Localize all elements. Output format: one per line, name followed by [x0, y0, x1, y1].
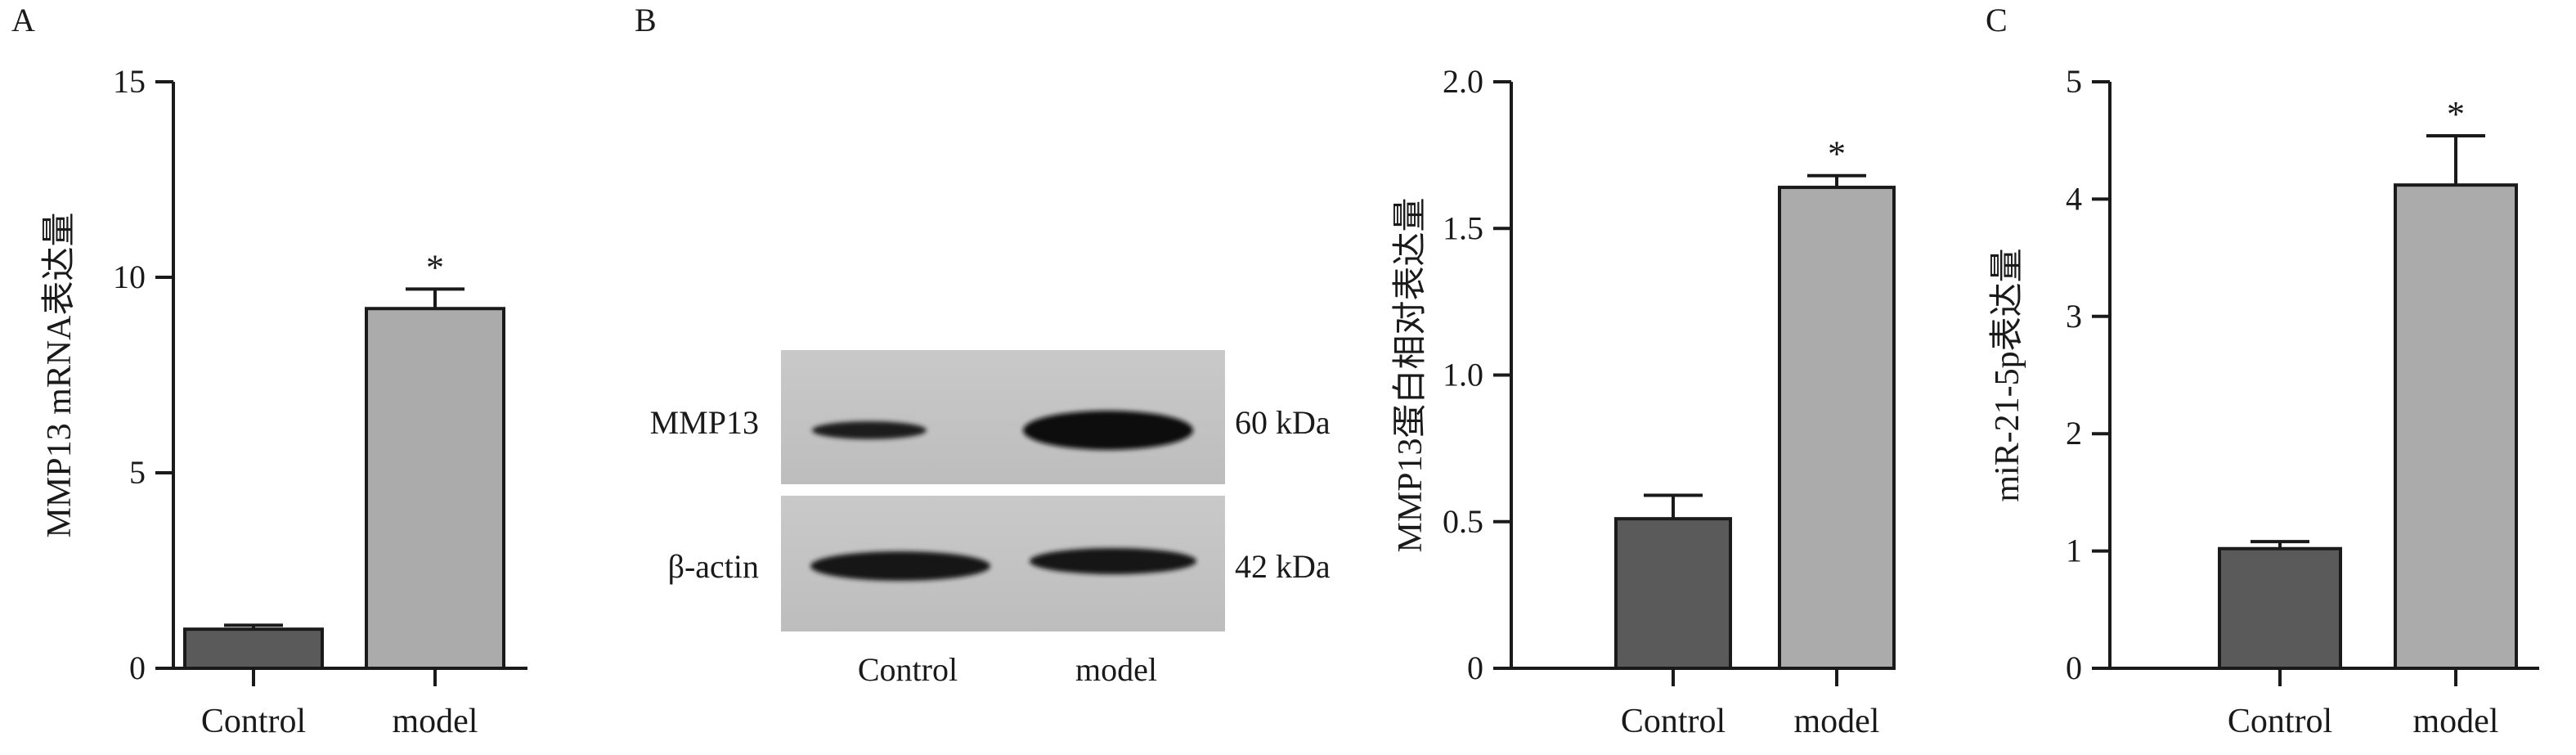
band-mmp13-model [1023, 411, 1193, 450]
bar-control [1614, 517, 1732, 670]
panel-letter-b: B [635, 2, 657, 38]
bar-model [2394, 183, 2518, 670]
y-tick-label: 2.0 [1443, 63, 1483, 100]
blot-row-label-actin: β-actin [668, 548, 759, 585]
y-axis-label: MMP13蛋白相对表达量 [1392, 197, 1429, 552]
y-tick-label: 0 [2066, 649, 2082, 686]
x-tick-label: Control [1621, 703, 1726, 740]
y-tick-label: 1 [2066, 533, 2082, 569]
significance-asterisk: * [2447, 94, 2465, 134]
x-tick-label: model [2413, 703, 2499, 740]
y-axis-label: miR-21-5p表达量 [1989, 248, 2026, 501]
y-tick-label: 1.0 [1443, 357, 1483, 393]
band-mmp13-control [812, 421, 927, 439]
y-tick-label: 4 [2066, 180, 2082, 217]
bar-control [2218, 546, 2342, 670]
significance-asterisk: * [1828, 134, 1846, 174]
y-tick-label: 3 [2066, 298, 2082, 335]
y-tick-label: 5 [2066, 63, 2082, 100]
y-tick-label: 10 [113, 258, 146, 295]
blot-lane-label-model: model [1075, 651, 1157, 688]
bar-model [1778, 186, 1896, 670]
chart-a-mmp13-mrna: 0 5 10 15 Control model * MMP13 mRNA表达量 [41, 63, 527, 740]
x-tick-label: model [1794, 703, 1880, 740]
x-tick-label: model [393, 703, 478, 740]
significance-asterisk: * [426, 247, 444, 287]
y-tick-label: 1.5 [1443, 209, 1483, 246]
y-tick-label: 5 [129, 454, 146, 491]
chart-c-mir21: 0 1 2 3 4 5 Control model * miR-21-5p表达量 [1989, 63, 2539, 740]
blot-size-actin: 42 kDa [1235, 548, 1331, 585]
y-tick-label: 0 [1467, 649, 1483, 686]
blot-lane-label-control: Control [858, 651, 958, 688]
chart-b-mmp13-protein: 0 0.5 1.0 1.5 2.0 Control model * MMP13蛋白相对表达量 [1392, 63, 1896, 740]
blot-row-label-mmp13: MMP13 [650, 404, 759, 441]
panel-letter-a: A [11, 2, 35, 38]
bar-control [183, 627, 324, 671]
y-tick-label: 0 [129, 649, 146, 686]
panel-letter-c: C [1986, 2, 2008, 38]
bar-model [365, 307, 505, 670]
y-tick-label: 15 [113, 63, 146, 100]
band-actin-control [810, 551, 990, 581]
x-tick-label: Control [201, 703, 306, 740]
x-tick-label: Control [2228, 703, 2332, 740]
y-tick-label: 2 [2066, 415, 2082, 452]
y-tick-label: 0.5 [1443, 503, 1483, 540]
western-blot: MMP13 β-actin 60 kDa 42 kDa Control mode… [650, 350, 1331, 688]
y-axis-label: MMP13 mRNA表达量 [41, 213, 79, 538]
band-actin-model [1030, 548, 1196, 574]
blot-size-mmp13: 60 kDa [1235, 404, 1331, 441]
